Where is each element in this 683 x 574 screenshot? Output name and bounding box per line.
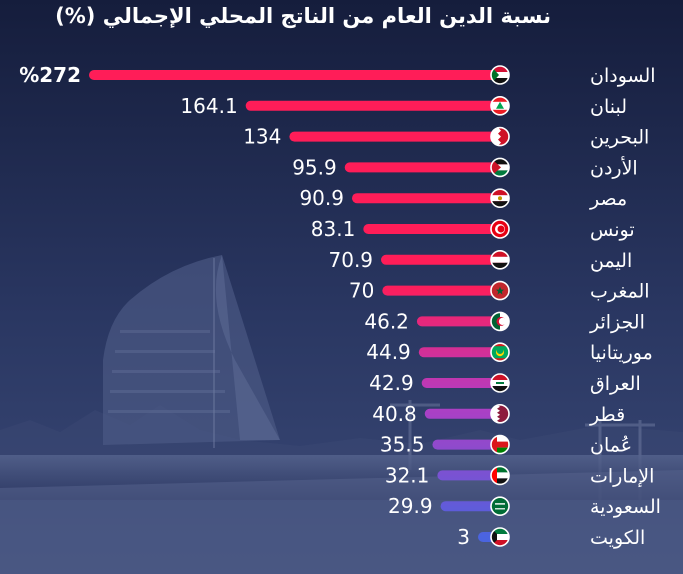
category-label: موريتانيا [590,342,653,364]
bar [89,70,506,80]
flag-tunisia-icon [490,219,510,239]
flag-border [490,496,510,517]
bar-row: 44.9 موريتانيا [366,340,653,364]
flag-border [490,126,510,147]
bar-row: 95.9 الأردن [292,155,638,179]
bar [245,100,507,111]
flag-lebanon-icon [490,96,510,116]
flag-border [490,188,510,208]
flag-yemen-icon [490,249,510,270]
flag-bahrain-icon [490,126,510,147]
bar [421,378,506,388]
flag-iraq-icon [490,373,510,393]
flag-border [490,403,510,424]
bar-value-label: 40.8 [372,402,417,426]
bar-value-label: 32.1 [385,463,430,487]
category-label: السودان [590,65,656,87]
category-label: لبنان [590,96,627,118]
flag-border [490,280,510,301]
bar-value-label: 3 [457,525,470,549]
flag-mauritania-icon [490,342,510,363]
bar-value-label: 95.9 [292,155,337,179]
category-label: المغرب [590,281,650,303]
bar-row: 42.9 العراق [369,371,641,395]
flag-kuwait-icon [490,527,510,547]
category-label: الكويت [590,527,645,549]
bar [363,224,506,234]
flag-border [490,96,510,116]
chart-title: نسبة الدين العام من الناتج المحلي الإجما… [55,4,551,28]
bar [289,131,506,142]
bar-value-label: 134 [243,125,281,149]
bar-value-label: 35.5 [380,433,425,457]
bar-row: 35.5 عُمان [380,433,632,457]
category-label: الجزائر [589,311,645,333]
category-label: اليمن [590,250,632,272]
flag-border [490,65,510,85]
bar-value-label: 90.9 [299,186,344,210]
flag-border [490,465,510,486]
bar [344,162,506,173]
category-label: البحرين [590,127,649,149]
flag-border [490,527,510,547]
bar-row: 164.1 لبنان [180,94,627,118]
flag-algeria-icon [490,311,510,332]
bar-row: 46.2 الجزائر [364,309,644,333]
bar-row: 83.1 تونس [311,217,635,241]
flag-border [490,342,510,363]
category-label: تونس [590,219,635,241]
flag-oman-icon [490,434,510,455]
bar-value-label: 29.9 [388,494,433,518]
bar [381,254,506,265]
category-label: السعودية [590,496,661,518]
bar-value-label: 83.1 [311,217,356,241]
bar-row: %272 السودان [19,63,655,87]
category-label: مصر [589,188,627,210]
flag-uae-icon [490,465,510,486]
bar-value-label: 44.9 [366,340,411,364]
bar-value-label: 70 [349,279,374,303]
bar [382,285,506,296]
bar-row: 32.1 الإمارات [385,463,655,487]
bar-value-label: 70.9 [329,248,374,272]
bar [351,193,506,204]
flag-border [490,373,510,393]
bar-row: 90.9 مصر [299,186,627,210]
bar [416,316,506,327]
bar [432,439,506,450]
bar [424,408,506,419]
bar [418,347,506,358]
bar-value-label: 164.1 [180,94,237,118]
bar-row: 70.9 اليمن [329,248,633,272]
flag-border [490,219,510,239]
flag-border [490,311,510,332]
flag-morocco-icon [490,280,510,301]
bar-row: 29.9 السعودية [388,494,661,518]
bar-row: 134 البحرين [243,125,649,149]
category-label: قطر [589,404,625,426]
flag-border [490,249,510,270]
bar-value-label: 42.9 [369,371,414,395]
flag-border [490,434,510,455]
bar-row: 3 الكويت [457,525,645,549]
bar-value-label: %272 [19,63,81,87]
bar-value-label: 46.2 [364,309,409,333]
flag-egypt-icon [490,188,510,208]
category-label: عُمان [590,435,632,457]
flag-sudan-icon [490,65,510,85]
bar [440,501,506,512]
category-label: الأردن [590,156,638,179]
flag-saudi-arabia-icon [490,496,510,517]
bar-row: 40.8 قطر [372,402,625,426]
flag-qatar-icon [490,403,510,424]
bar [437,470,506,481]
flag-border [490,157,510,178]
flag-jordan-icon [490,157,510,178]
category-label: الإمارات [590,465,654,487]
category-label: العراق [590,373,641,395]
bar-row: 70 المغرب [349,279,650,303]
